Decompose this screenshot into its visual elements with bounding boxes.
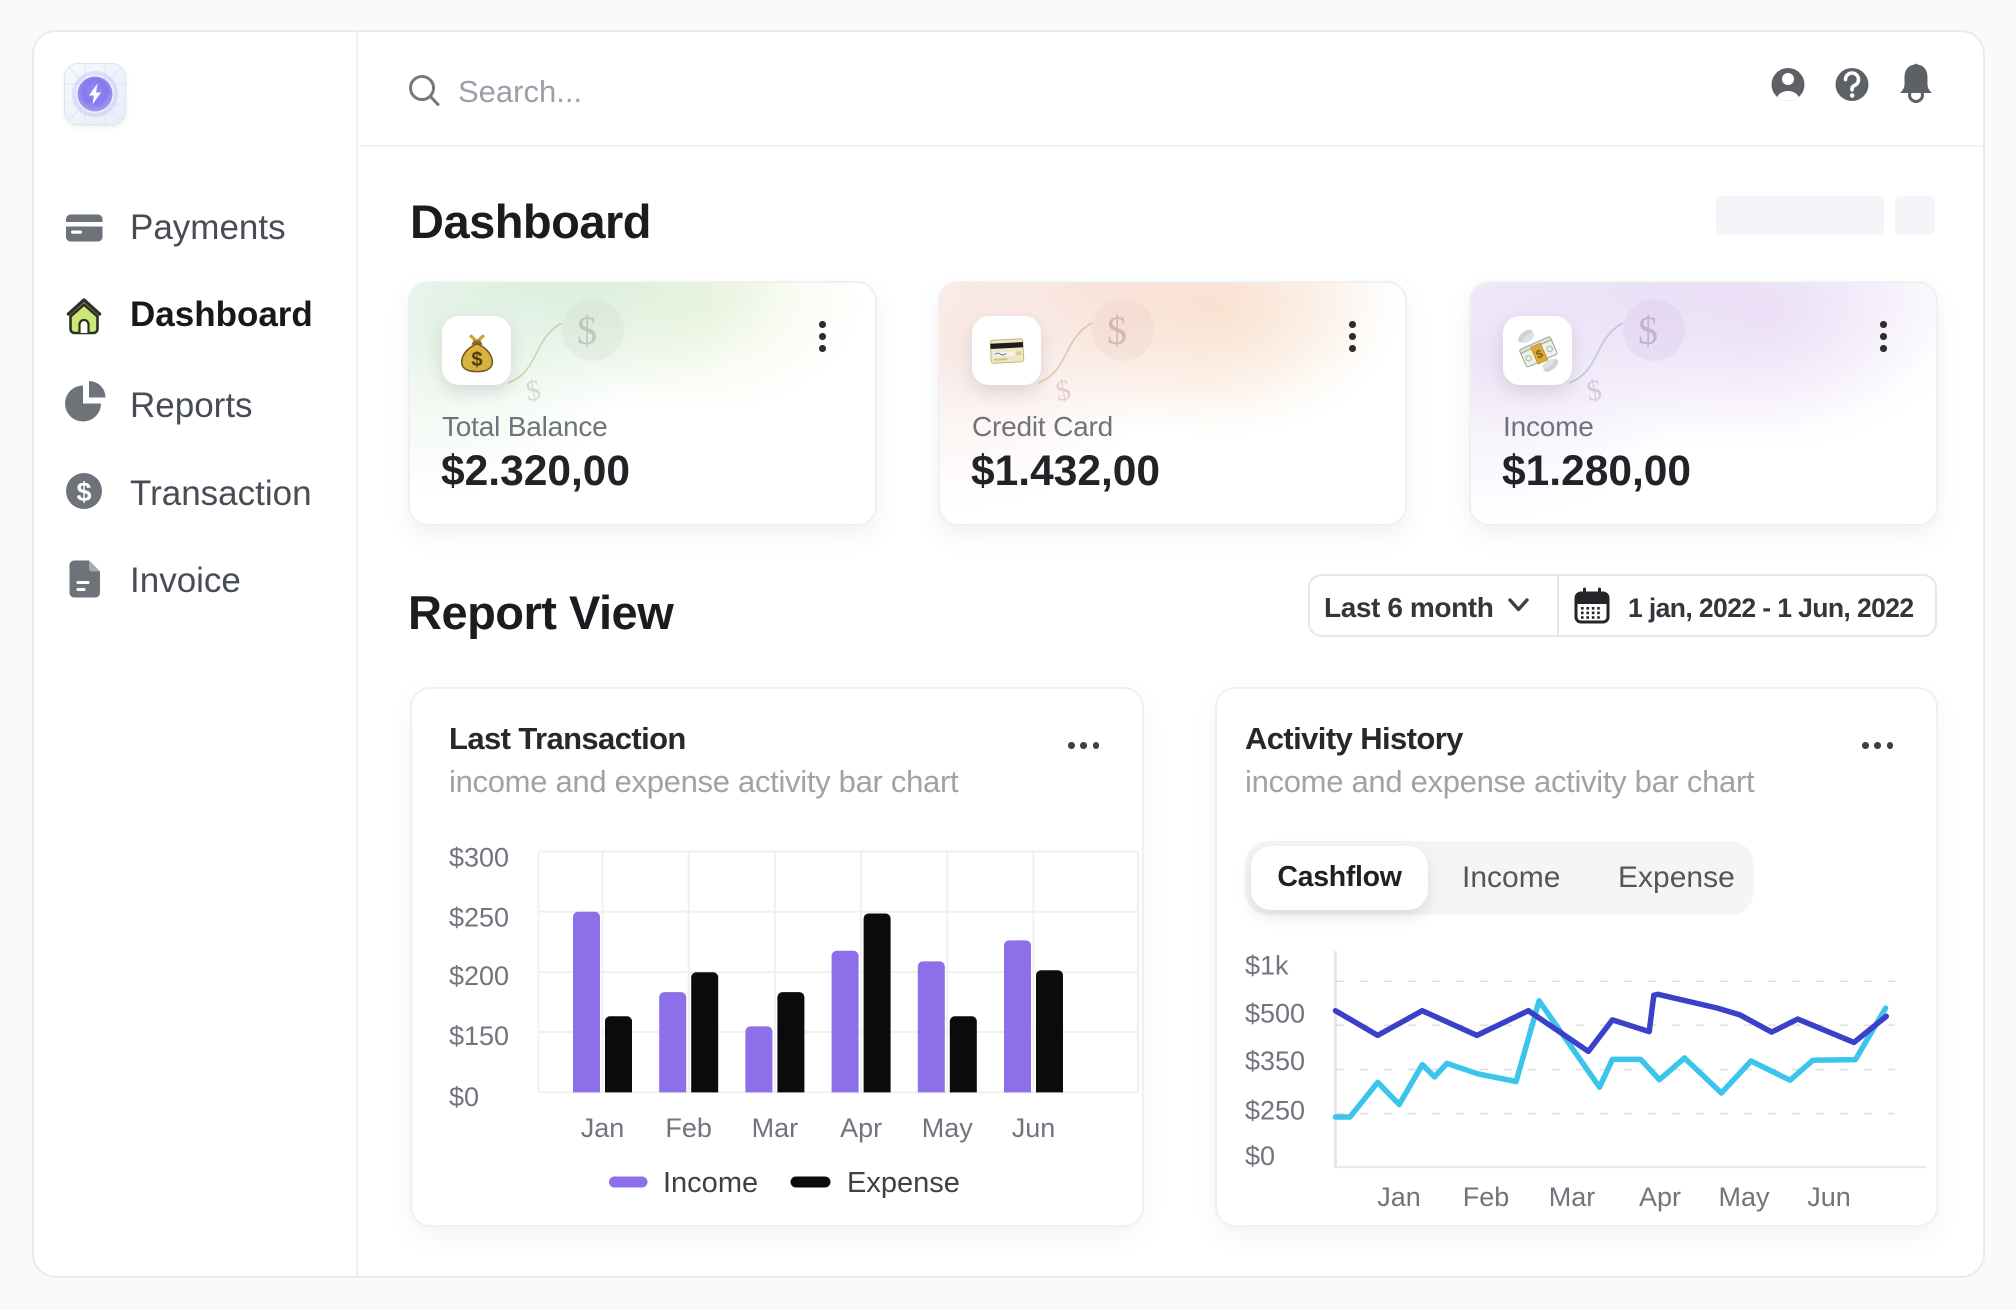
svg-text:$: $ <box>471 349 482 371</box>
svg-text:$: $ <box>1534 348 1545 362</box>
